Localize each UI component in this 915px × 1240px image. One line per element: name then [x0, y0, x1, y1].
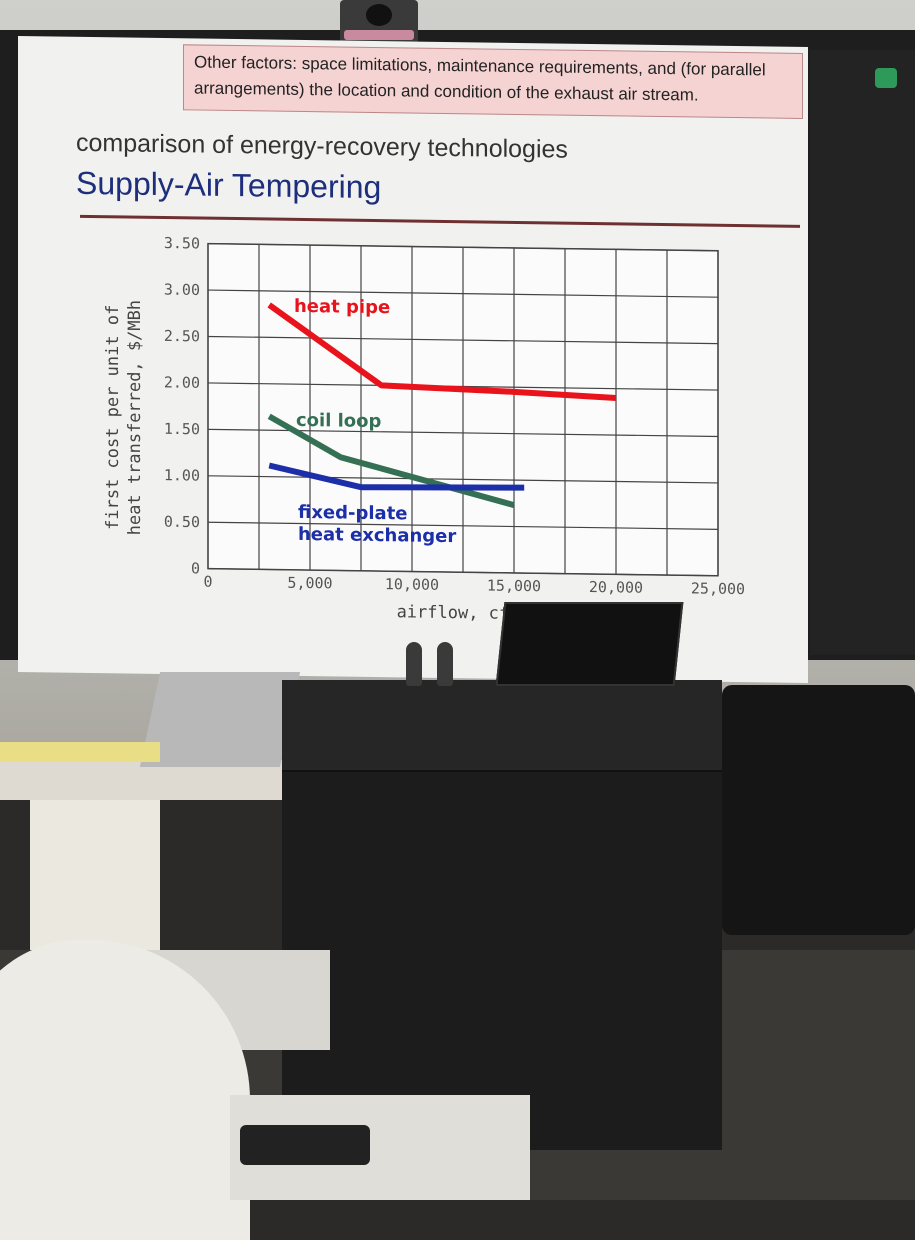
grid-line-horizontal: [208, 475, 718, 484]
y-axis-label-line-2: heat transferred, $/MBh: [125, 300, 145, 536]
chart-series: [267, 302, 617, 509]
y-tick-label: 1.00: [164, 466, 200, 485]
screen-side-panel: [810, 50, 915, 655]
podium-top: [282, 680, 722, 772]
x-tick-label: 10,000: [385, 575, 439, 594]
status-icon: [875, 68, 897, 88]
y-tick-label: 2.00: [164, 373, 200, 392]
y-axis-label-line-1: first cost per unit of: [103, 305, 123, 530]
x-tick-label: 25,000: [691, 579, 745, 598]
y-tick-label: 3.50: [164, 234, 200, 253]
cost-chart: 0 0.50 1.00 1.50 2.00 2.50 3.00 3.50 0 5,000 10,00…: [103, 234, 745, 624]
grid-line-horizontal: [208, 335, 718, 345]
presentation-slide: Other factors: space limitations, mainte…: [18, 36, 808, 684]
chart-series-labels: heat pipe coil loop fixed-plate heat exc…: [294, 296, 456, 547]
y-tick-label: 0.50: [164, 513, 200, 532]
series-label-fixed-plate-line-2: heat exchanger: [298, 524, 456, 547]
phone: [240, 1125, 370, 1165]
chart-ticks: 0 0.50 1.00 1.50 2.00 2.50 3.00 3.50 0 5,000 10,00…: [164, 234, 745, 598]
camera-base: [344, 30, 414, 40]
grid-line-horizontal: [208, 521, 718, 530]
office-chair: [722, 685, 915, 935]
y-axis-label: first cost per unit of heat transferred,…: [103, 300, 145, 536]
grid-line-horizontal: [208, 568, 718, 577]
podium-monitor: [495, 602, 684, 686]
x-tick-label: 20,000: [589, 578, 643, 597]
x-axis-label: airflow, cfm: [397, 602, 520, 624]
y-tick-label: 0: [191, 559, 200, 577]
side-desk-panel: [30, 800, 160, 950]
grid-line-horizontal: [208, 289, 718, 298]
x-tick-label: 0: [203, 573, 212, 591]
paper-stack: [0, 742, 160, 762]
series-label-fixed-plate-line-1: fixed-plate: [298, 502, 408, 525]
series-line-heat-pipe: [267, 302, 617, 401]
series-label-coil-loop: coil loop: [296, 410, 382, 432]
camera-lens: [366, 4, 392, 26]
ceiling-camera: [340, 0, 418, 44]
microphone-right: [437, 642, 453, 686]
grid-line-horizontal: [208, 243, 718, 252]
series-line-fixed-plate: [268, 462, 525, 491]
x-tick-label: 15,000: [487, 577, 541, 596]
microphone-left: [406, 642, 422, 686]
chart-grid: [207, 242, 719, 577]
y-tick-label: 3.00: [164, 280, 200, 299]
laptop: [139, 672, 301, 767]
y-tick-label: 1.50: [164, 420, 200, 439]
series-label-heat-pipe: heat pipe: [294, 296, 390, 318]
y-tick-label: 2.50: [164, 327, 200, 346]
x-tick-label: 5,000: [287, 574, 332, 593]
